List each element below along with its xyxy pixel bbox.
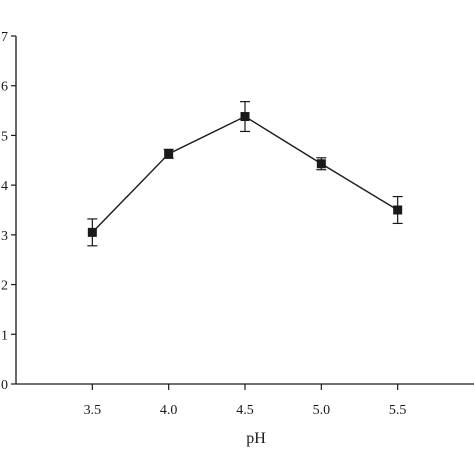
x-ticks: 3.5 4.0 4.5 5.0 5.5 — [84, 384, 407, 418]
data-point — [393, 205, 403, 215]
axes — [15, 36, 474, 385]
x-tick-label: 5.0 — [313, 403, 331, 418]
data-point — [164, 149, 174, 159]
y-tick-label: 7 — [1, 30, 8, 45]
x-axis-title: pH — [246, 430, 266, 447]
series — [87, 101, 403, 247]
data-point — [240, 112, 250, 122]
x-tick-label: 5.5 — [389, 403, 407, 418]
y-tick-label: 5 — [1, 129, 8, 144]
y-ticks: 0 1 2 3 4 5 6 7 — [1, 30, 16, 393]
y-tick-label: 1 — [1, 328, 8, 343]
y-tick-label: 0 — [1, 378, 8, 393]
x-tick-label: 4.0 — [160, 403, 178, 418]
data-point — [316, 159, 326, 169]
y-tick-label: 6 — [1, 80, 8, 95]
x-tick-label: 4.5 — [236, 403, 254, 418]
series-line — [91, 115, 399, 233]
y-tick-label: 3 — [1, 229, 8, 244]
data-point — [87, 227, 97, 237]
y-tick-label: 4 — [1, 179, 8, 194]
y-tick-label: 2 — [1, 279, 8, 294]
x-tick-label: 3.5 — [84, 403, 102, 418]
